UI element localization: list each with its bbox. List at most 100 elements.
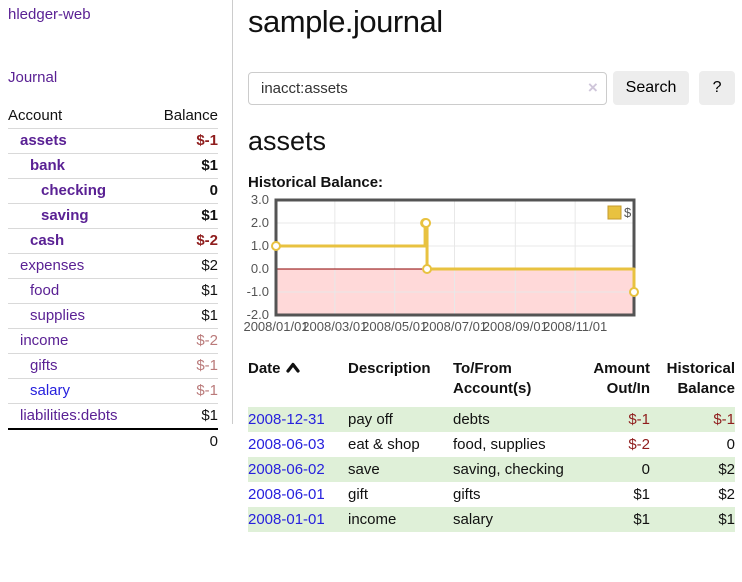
account-row: gifts $-1 bbox=[8, 354, 218, 379]
svg-text:2008/11/01: 2008/11/01 bbox=[543, 319, 607, 334]
app-title-link[interactable]: hledger-web bbox=[8, 6, 91, 23]
account-heading: assets bbox=[248, 126, 327, 156]
account-balance: $-1 bbox=[196, 132, 218, 149]
svg-text:2008/09/01: 2008/09/01 bbox=[483, 319, 548, 334]
page-title: sample.journal bbox=[248, 4, 443, 39]
svg-text:-1.0: -1.0 bbox=[247, 284, 269, 299]
account-balance: $-2 bbox=[196, 332, 218, 349]
account-balance: $1 bbox=[201, 207, 218, 224]
account-link-checking[interactable]: checking bbox=[41, 182, 107, 199]
account-link-saving[interactable]: saving bbox=[41, 207, 89, 224]
help-button[interactable]: ? bbox=[699, 71, 735, 105]
account-link-income[interactable]: income bbox=[20, 332, 69, 349]
account-row: liabilities:debts $1 bbox=[8, 404, 218, 429]
transaction-balance: $1 bbox=[650, 507, 735, 532]
transaction-accounts: debts bbox=[453, 407, 578, 432]
transaction-date-link[interactable]: 2008-01-01 bbox=[248, 511, 325, 528]
svg-text:1.0: 1.0 bbox=[251, 238, 269, 253]
transaction-description: save bbox=[348, 457, 453, 482]
register-row: 2008-06-03 eat & shop food, supplies $-2… bbox=[248, 432, 735, 457]
account-link-bank[interactable]: bank bbox=[30, 157, 66, 174]
account-balance: $-1 bbox=[196, 382, 218, 399]
historical-balance-chart: $3.0 2.0 1.0 0.0 -1.0 -2.0 2008/01/01 2008/03/0… bbox=[243, 192, 735, 338]
account-row: bank $1 bbox=[8, 154, 218, 179]
account-row: salary $-1 bbox=[8, 379, 218, 404]
transaction-accounts: saving, checking bbox=[453, 457, 578, 482]
search-input[interactable] bbox=[248, 71, 607, 105]
chart-canvas: $3.0 2.0 1.0 0.0 -1.0 -2.02008/01/012008/03/0… bbox=[243, 192, 639, 334]
account-row: saving $1 bbox=[8, 204, 218, 229]
transaction-amount: $1 bbox=[578, 507, 650, 532]
transaction-accounts: food, supplies bbox=[453, 436, 546, 453]
account-balance: $2 bbox=[201, 257, 218, 274]
accounts-table: Account Balance assets $-1 bank $1 checkin… bbox=[8, 104, 218, 454]
account-link-liabilities-debts[interactable]: liabilities:debts bbox=[20, 407, 118, 424]
accounts-total-value: 0 bbox=[209, 433, 218, 450]
transaction-balance: $-1 bbox=[650, 407, 735, 432]
transaction-accounts: salary bbox=[453, 507, 578, 532]
register-row: 2008-06-01 gift gifts $1 $2 bbox=[248, 482, 735, 507]
svg-text:0.0: 0.0 bbox=[251, 261, 269, 276]
search-form: × Search ? bbox=[248, 71, 735, 105]
account-row: expenses $2 bbox=[8, 254, 218, 279]
transaction-date-link[interactable]: 2008-06-03 bbox=[248, 436, 325, 453]
svg-text:$: $ bbox=[624, 205, 632, 220]
account-row: food $1 bbox=[8, 279, 218, 304]
register-header-accounts: To/From Account(s) bbox=[453, 360, 532, 397]
register-row: 2008-01-01 income salary $1 $1 bbox=[248, 507, 735, 532]
svg-text:2.0: 2.0 bbox=[251, 215, 269, 230]
transaction-date-link[interactable]: 2008-06-02 bbox=[248, 461, 325, 478]
transaction-description: eat & shop bbox=[348, 436, 420, 453]
transaction-description: pay off bbox=[348, 407, 453, 432]
account-row: supplies $1 bbox=[8, 304, 218, 329]
sidebar: hledger-web Journal Account Balance asse… bbox=[8, 0, 218, 454]
account-balance: $1 bbox=[201, 407, 218, 424]
register-header-balance: Historical Balance bbox=[666, 360, 735, 397]
account-row: assets $-1 bbox=[8, 129, 218, 154]
svg-text:-2.0: -2.0 bbox=[247, 307, 269, 322]
account-link-gifts[interactable]: gifts bbox=[30, 357, 58, 374]
chart-title: Historical Balance: bbox=[248, 174, 384, 191]
svg-text:2008/03/01: 2008/03/01 bbox=[302, 319, 367, 334]
accounts-header-balance: Balance bbox=[163, 107, 218, 124]
transaction-balance: $2 bbox=[650, 457, 735, 482]
search-button[interactable]: Search bbox=[612, 71, 690, 105]
transaction-amount: $-2 bbox=[628, 436, 650, 453]
transaction-date-link[interactable]: 2008-06-01 bbox=[248, 486, 325, 503]
transaction-amount: $1 bbox=[633, 486, 650, 503]
register-header-date[interactable]: Date bbox=[248, 357, 348, 407]
transaction-date-link[interactable]: 2008-12-31 bbox=[248, 411, 325, 428]
register-table: Date Description To/From Account(s) Amou… bbox=[248, 357, 735, 532]
account-link-expenses[interactable]: expenses bbox=[20, 257, 85, 274]
account-row: income $-2 bbox=[8, 329, 218, 354]
accounts-total-row: 0 bbox=[8, 429, 218, 454]
transaction-description: gift bbox=[348, 486, 369, 503]
transaction-accounts: gifts bbox=[453, 486, 481, 503]
account-balance: $-2 bbox=[196, 232, 218, 249]
account-link-assets[interactable]: assets bbox=[20, 132, 67, 149]
svg-text:2008/07/01: 2008/07/01 bbox=[422, 319, 487, 334]
register-row: 2008-12-31 pay off debts $-1 $-1 bbox=[248, 407, 735, 432]
transaction-amount: $-1 bbox=[578, 407, 650, 432]
sidebar-divider bbox=[232, 0, 233, 424]
main-content: sample.journal × Search ? assets Histori… bbox=[243, 0, 735, 532]
accounts-header-account: Account bbox=[8, 107, 63, 124]
account-balance: $1 bbox=[201, 157, 218, 174]
sidebar-item-journal[interactable]: Journal bbox=[8, 69, 58, 86]
svg-text:2008/05/01: 2008/05/01 bbox=[362, 319, 427, 334]
svg-text:2008/01/01: 2008/01/01 bbox=[243, 319, 308, 334]
account-row: cash $-2 bbox=[8, 229, 218, 254]
account-link-supplies[interactable]: supplies bbox=[30, 307, 86, 324]
transaction-description: income bbox=[348, 507, 453, 532]
register-row: 2008-06-02 save saving, checking 0 $2 bbox=[248, 457, 735, 482]
clear-search-icon[interactable]: × bbox=[587, 77, 598, 97]
svg-text:3.0: 3.0 bbox=[251, 192, 269, 207]
account-link-cash[interactable]: cash bbox=[30, 232, 65, 249]
account-link-food[interactable]: food bbox=[30, 282, 60, 299]
account-link-salary[interactable]: salary bbox=[30, 382, 71, 399]
register-header-description: Description bbox=[348, 360, 431, 377]
transaction-balance: 0 bbox=[726, 436, 735, 453]
register-header-amount: Amount Out/In bbox=[593, 360, 650, 397]
account-balance: $-1 bbox=[196, 357, 218, 374]
account-balance: $1 bbox=[201, 282, 218, 299]
